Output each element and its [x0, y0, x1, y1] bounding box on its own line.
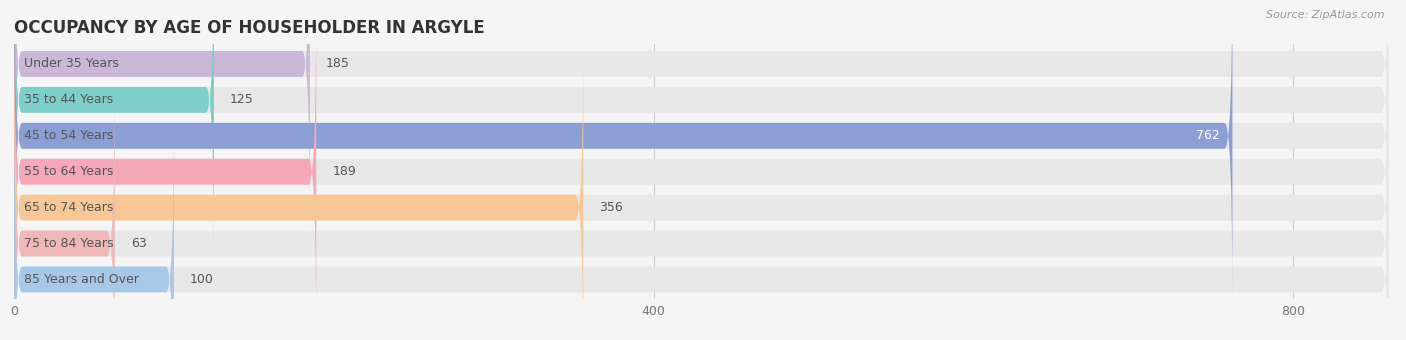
Text: 189: 189	[332, 165, 356, 178]
Text: 185: 185	[326, 57, 350, 70]
FancyBboxPatch shape	[14, 77, 115, 340]
Text: 55 to 64 Years: 55 to 64 Years	[24, 165, 112, 178]
Text: Source: ZipAtlas.com: Source: ZipAtlas.com	[1267, 10, 1385, 20]
Text: 356: 356	[599, 201, 623, 214]
FancyBboxPatch shape	[14, 113, 174, 340]
FancyBboxPatch shape	[14, 0, 1389, 267]
FancyBboxPatch shape	[14, 0, 214, 267]
Text: 762: 762	[1197, 129, 1219, 142]
Text: 125: 125	[231, 94, 253, 106]
Text: Under 35 Years: Under 35 Years	[24, 57, 118, 70]
Text: 63: 63	[131, 237, 146, 250]
Text: OCCUPANCY BY AGE OF HOUSEHOLDER IN ARGYLE: OCCUPANCY BY AGE OF HOUSEHOLDER IN ARGYL…	[14, 19, 485, 37]
FancyBboxPatch shape	[14, 5, 316, 338]
Text: 100: 100	[190, 273, 214, 286]
FancyBboxPatch shape	[14, 0, 309, 231]
FancyBboxPatch shape	[14, 5, 1389, 338]
Text: 45 to 54 Years: 45 to 54 Years	[24, 129, 112, 142]
FancyBboxPatch shape	[14, 41, 583, 340]
Text: 35 to 44 Years: 35 to 44 Years	[24, 94, 112, 106]
Text: 65 to 74 Years: 65 to 74 Years	[24, 201, 112, 214]
Text: 85 Years and Over: 85 Years and Over	[24, 273, 139, 286]
FancyBboxPatch shape	[14, 0, 1389, 231]
Text: 75 to 84 Years: 75 to 84 Years	[24, 237, 112, 250]
FancyBboxPatch shape	[14, 113, 1389, 340]
FancyBboxPatch shape	[14, 0, 1233, 303]
FancyBboxPatch shape	[14, 41, 1389, 340]
FancyBboxPatch shape	[14, 77, 1389, 340]
FancyBboxPatch shape	[14, 0, 1389, 303]
